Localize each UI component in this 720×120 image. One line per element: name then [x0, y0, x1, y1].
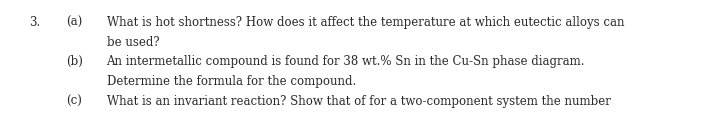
Text: An intermetallic compound is found for 38 wt.% Sn in the Cu-Sn phase diagram.: An intermetallic compound is found for 3…: [107, 55, 585, 68]
Text: 3.: 3.: [29, 16, 40, 29]
Text: What is an invariant reaction? Show that of for a two-component system the numbe: What is an invariant reaction? Show that…: [107, 95, 611, 108]
Text: What is hot shortness? How does it affect the temperature at which eutectic allo: What is hot shortness? How does it affec…: [107, 16, 624, 29]
Text: (c): (c): [66, 95, 82, 108]
Text: (b): (b): [66, 55, 83, 68]
Text: Determine the formula for the compound.: Determine the formula for the compound.: [107, 75, 356, 88]
Text: be used?: be used?: [107, 36, 159, 48]
Text: (a): (a): [66, 16, 83, 29]
